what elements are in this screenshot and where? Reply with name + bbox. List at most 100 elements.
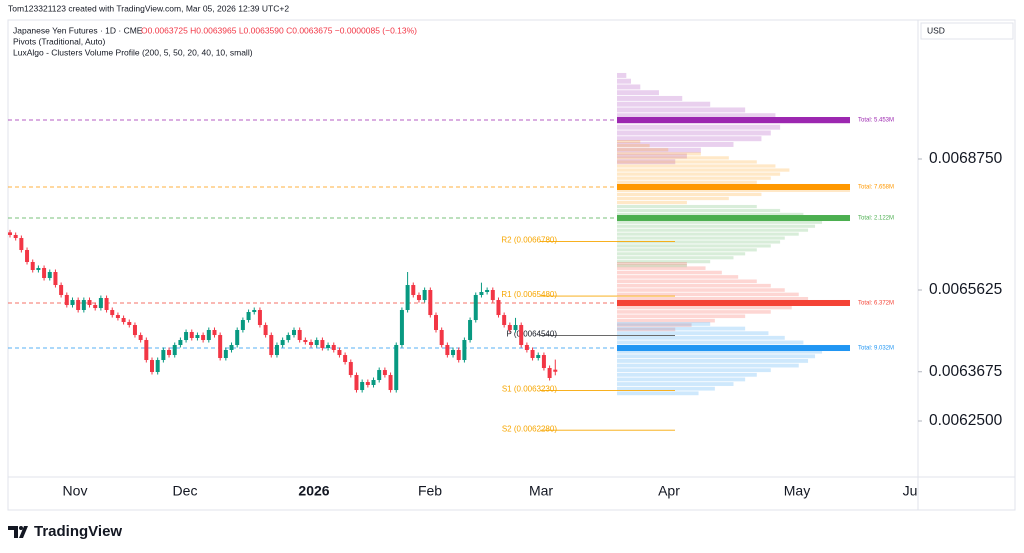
candle-body xyxy=(468,320,473,341)
profile-row xyxy=(617,292,799,297)
profile-row xyxy=(617,200,687,205)
candle-body xyxy=(411,285,416,295)
candle-body xyxy=(360,382,365,391)
candle-body xyxy=(422,289,427,301)
candle-body xyxy=(13,234,18,239)
profile-row xyxy=(617,159,676,165)
profile-row xyxy=(617,252,746,256)
candle-body xyxy=(434,315,438,330)
currency-box[interactable] xyxy=(920,22,1014,40)
profile-row xyxy=(617,153,687,159)
candle-body xyxy=(320,340,325,349)
poc-bar xyxy=(617,299,850,306)
poc-bar xyxy=(617,215,850,222)
candle-body xyxy=(8,232,12,235)
candle-body xyxy=(507,325,512,330)
candle-body xyxy=(223,349,228,358)
candle-body xyxy=(93,305,98,309)
candle-body xyxy=(257,309,262,326)
profile-row xyxy=(617,305,792,310)
candle-body xyxy=(388,375,393,391)
candle-body xyxy=(81,300,86,310)
profile-row xyxy=(617,164,776,168)
profile-row xyxy=(617,248,757,252)
profile-row xyxy=(617,264,687,268)
candle-body xyxy=(530,349,535,358)
y-tick-label: 0.0065625 xyxy=(929,281,1002,298)
profile-total: Total: 7.658M xyxy=(858,185,894,191)
profile-total: Total: 2.122M xyxy=(858,216,894,222)
profile-row xyxy=(617,386,715,391)
y-tick-label: 0.0062500 xyxy=(929,412,1003,429)
currency[interactable]: USD xyxy=(927,25,945,35)
candle-body xyxy=(280,340,285,345)
candle-body xyxy=(195,335,200,338)
candle-body xyxy=(536,355,541,358)
profile-row xyxy=(617,228,809,232)
candle-body xyxy=(297,329,302,341)
profile-row xyxy=(617,140,641,144)
candle-body xyxy=(377,370,382,381)
profile-row xyxy=(617,318,715,323)
profile-row xyxy=(617,208,781,213)
profile-row xyxy=(617,188,850,192)
candle-body xyxy=(541,355,546,369)
candle-body xyxy=(286,335,291,341)
profile-row xyxy=(617,275,739,279)
poc-bar xyxy=(617,183,850,190)
profile-row xyxy=(617,340,804,345)
profile-row xyxy=(617,349,823,354)
candle-body xyxy=(416,294,421,301)
candle-body xyxy=(172,344,177,356)
candle-body xyxy=(138,335,143,341)
profile-row xyxy=(617,180,757,184)
profile-row xyxy=(617,78,631,84)
brand: TradingView xyxy=(34,523,122,540)
profile-row xyxy=(617,224,816,228)
candle-body xyxy=(25,250,30,262)
candle-body xyxy=(274,344,279,356)
candle-body xyxy=(473,294,478,321)
candle-body xyxy=(98,298,103,309)
candle-body xyxy=(394,344,399,391)
candle-body xyxy=(70,300,75,306)
candle-body xyxy=(269,335,274,356)
profile-total: Total: 5.453M xyxy=(858,118,894,124)
candle-body xyxy=(331,344,336,350)
pivot-label: S1 (0.0063230) xyxy=(502,385,557,394)
profile-row xyxy=(617,236,785,240)
candle-body xyxy=(524,344,529,350)
frame xyxy=(7,19,1016,511)
candle-body xyxy=(519,325,524,345)
indicator: LuxAlgo - Clusters Volume Profile (200, … xyxy=(13,47,253,57)
profile-row xyxy=(617,130,771,136)
profile-row xyxy=(617,101,711,107)
x-tick-label: Feb xyxy=(418,483,442,499)
candle-body xyxy=(263,325,268,336)
candle-body xyxy=(30,261,35,271)
candle-body xyxy=(161,349,166,361)
ohlc: O0.0063725 H0.0063965 L0.0063590 C0.0063… xyxy=(141,25,417,35)
candle-body xyxy=(150,360,154,372)
candle-body xyxy=(337,349,342,356)
candle-body xyxy=(292,329,296,336)
profile-row xyxy=(617,212,804,216)
x-tick-label: Apr xyxy=(658,483,680,499)
pivot-label: R2 (0.0066780) xyxy=(501,236,557,245)
x-tick-label: Nov xyxy=(63,483,88,499)
candle-body xyxy=(399,309,404,345)
profile-row xyxy=(617,359,809,363)
profile-row xyxy=(617,266,706,270)
candle-body xyxy=(326,344,331,349)
profile-row xyxy=(617,240,781,244)
candle-body xyxy=(445,344,450,356)
candle-body xyxy=(547,368,552,378)
candle-body xyxy=(235,329,240,345)
candle-body xyxy=(365,382,370,385)
profile-row xyxy=(617,296,809,301)
profile-row xyxy=(617,220,823,224)
poc-bar xyxy=(617,117,850,124)
x-tick-label: Dec xyxy=(173,483,198,499)
profile-row xyxy=(617,288,785,292)
profile-row xyxy=(617,172,781,176)
